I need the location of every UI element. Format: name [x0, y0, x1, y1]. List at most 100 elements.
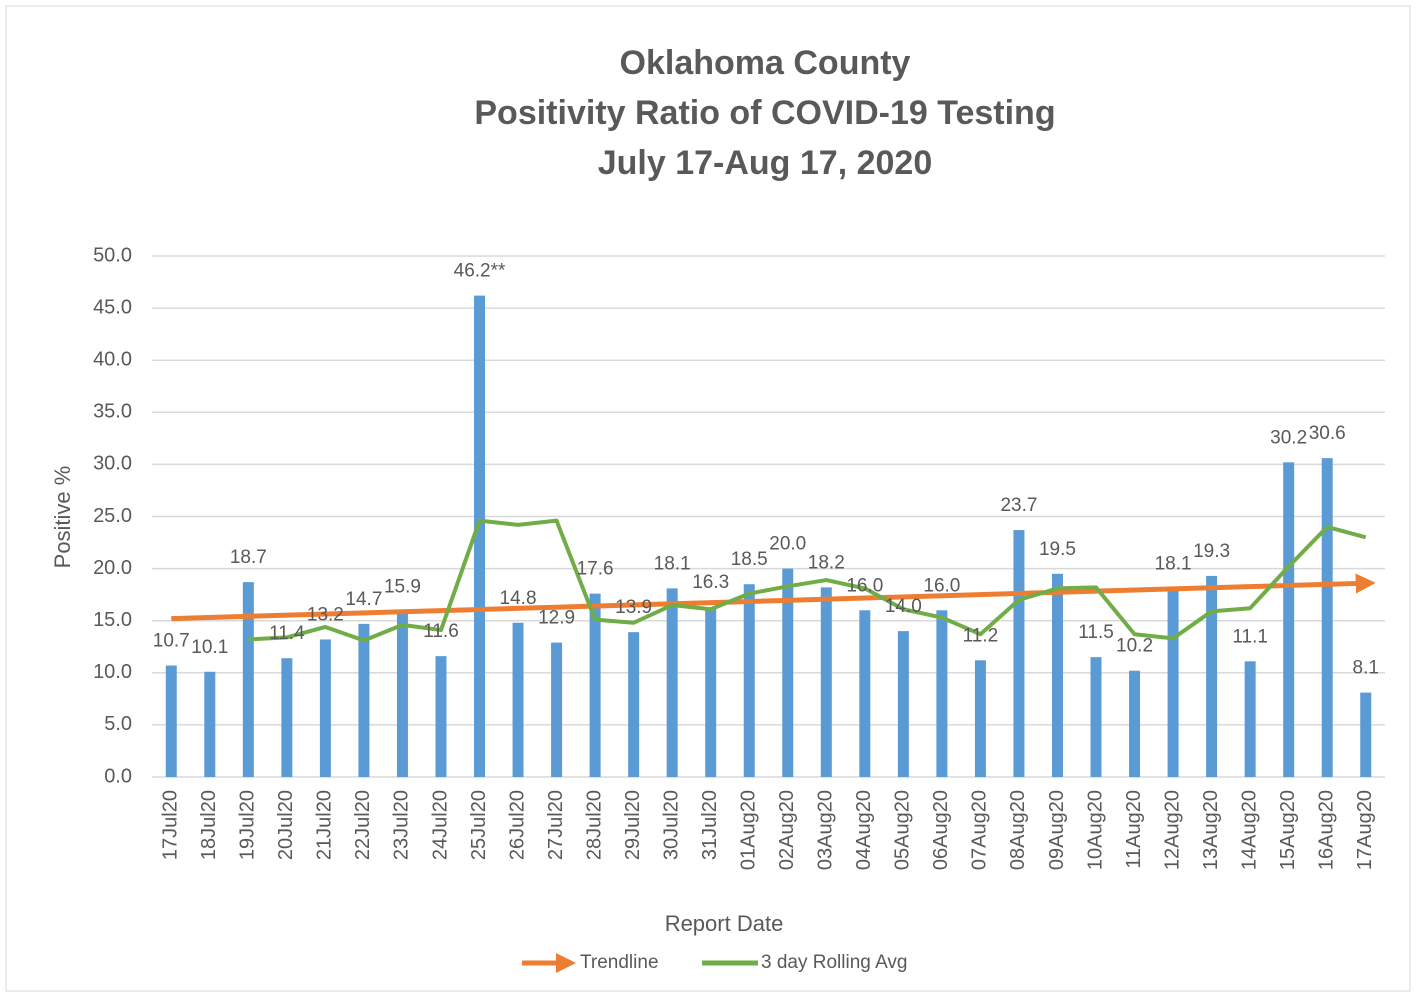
y-tick-label: 35.0	[93, 401, 132, 423]
trendline	[171, 573, 1376, 622]
x-tick-label: 23Jul20	[391, 790, 413, 860]
data-label: 30.6	[1309, 423, 1346, 444]
data-label: 13.9	[615, 597, 652, 618]
chart-border	[5, 5, 1411, 992]
x-tick-label: 27Jul20	[545, 790, 567, 860]
bar	[782, 568, 794, 777]
y-tick-label: 45.0	[93, 296, 132, 318]
data-label: 30.2	[1270, 427, 1307, 448]
bar	[204, 671, 216, 777]
x-tick-label: 17Aug20	[1354, 790, 1376, 870]
legend-label: Trendline	[580, 952, 659, 973]
x-tick-label: 31Jul20	[699, 790, 721, 860]
data-label: 18.5	[731, 549, 768, 570]
data-label: 14.8	[500, 588, 537, 609]
data-label: 15.9	[384, 576, 421, 597]
bar	[1167, 588, 1179, 777]
bar	[1206, 575, 1218, 777]
bar	[1129, 670, 1141, 777]
x-tick-label: 05Aug20	[892, 790, 914, 870]
data-label: 16.3	[692, 572, 729, 593]
data-label: 11.6	[423, 621, 459, 642]
bar	[512, 622, 524, 777]
x-tick-label: 08Aug20	[1007, 790, 1029, 870]
x-tick-label: 26Jul20	[506, 790, 528, 860]
bar	[628, 632, 640, 777]
x-tick-label: 19Jul20	[237, 790, 259, 860]
bar	[589, 593, 601, 777]
y-tick-label: 30.0	[93, 453, 132, 475]
data-label: 11.4	[269, 623, 305, 644]
data-label: 11.2	[963, 625, 999, 646]
data-label: 8.1	[1353, 658, 1379, 679]
bar	[1051, 573, 1063, 777]
bar	[435, 656, 447, 777]
x-tick-label: 30Jul20	[660, 790, 682, 860]
x-tick-label: 14Aug20	[1238, 790, 1260, 870]
x-tick-label: 22Jul20	[352, 790, 374, 860]
y-tick-label: 15.0	[93, 609, 132, 631]
y-axis-label: Positive %	[50, 466, 75, 569]
x-tick-label: 03Aug20	[815, 790, 837, 870]
data-label: 14.7	[345, 589, 382, 610]
data-label: 11.1	[1232, 626, 1268, 647]
bar	[820, 587, 832, 777]
data-label: 10.1	[191, 637, 228, 658]
data-label: 46.2**	[454, 261, 506, 282]
bar	[281, 658, 293, 777]
bar	[1013, 530, 1025, 777]
bar	[551, 642, 563, 777]
bar	[936, 610, 948, 777]
bar	[1360, 692, 1372, 777]
x-tick-label: 04Aug20	[853, 790, 875, 870]
data-label: 14.0	[885, 596, 922, 617]
x-tick-label: 20Jul20	[275, 790, 297, 860]
y-tick-label: 0.0	[104, 765, 132, 787]
x-tick-label: 21Jul20	[314, 790, 336, 860]
x-tick-label: 24Jul20	[429, 790, 451, 860]
data-label: 13.2	[307, 604, 344, 625]
x-tick-label: 18Jul20	[198, 790, 220, 860]
bar	[242, 582, 254, 777]
bar	[1283, 462, 1295, 777]
bar	[396, 611, 408, 777]
x-tick-label: 13Aug20	[1200, 790, 1222, 870]
x-tick-label: 15Aug20	[1277, 790, 1299, 870]
x-tick-label: 06Aug20	[930, 790, 952, 870]
data-label: 10.2	[1116, 636, 1153, 657]
legend-label: 3 day Rolling Avg	[761, 952, 907, 973]
x-tick-label: 12Aug20	[1161, 790, 1183, 870]
x-axis-label: Report Date	[665, 911, 784, 936]
x-tick-label: 02Aug20	[776, 790, 798, 870]
x-tick-label: 01Aug20	[738, 790, 760, 870]
x-tick-label: 17Jul20	[160, 790, 182, 860]
data-label: 16.0	[923, 575, 960, 596]
data-label: 23.7	[1000, 495, 1037, 516]
chart-title: Positivity Ratio of COVID-19 Testing	[474, 94, 1055, 132]
chart-title: July 17-Aug 17, 2020	[598, 144, 933, 182]
data-label: 19.3	[1193, 541, 1230, 562]
data-label: 17.6	[577, 559, 614, 580]
x-tick-label: 16Aug20	[1315, 790, 1337, 870]
data-label: 18.1	[654, 553, 691, 574]
line-series	[248, 518, 1367, 643]
bar	[319, 639, 331, 777]
x-tick-label: 28Jul20	[583, 790, 605, 860]
bar	[974, 660, 986, 777]
bar	[743, 584, 755, 777]
x-tick-label: 09Aug20	[1046, 790, 1068, 870]
y-tick-label: 25.0	[93, 505, 132, 527]
data-label: 18.2	[808, 552, 845, 573]
bar	[859, 610, 871, 777]
bar	[1321, 458, 1333, 777]
bar	[358, 623, 370, 777]
bar	[705, 607, 717, 777]
bar	[474, 295, 486, 777]
bar	[165, 665, 177, 777]
y-tick-label: 20.0	[93, 557, 132, 579]
y-tick-label: 40.0	[93, 348, 132, 370]
x-tick-label: 29Jul20	[622, 790, 644, 860]
x-tick-label: 07Aug20	[969, 790, 991, 870]
y-tick-label: 50.0	[93, 244, 132, 266]
